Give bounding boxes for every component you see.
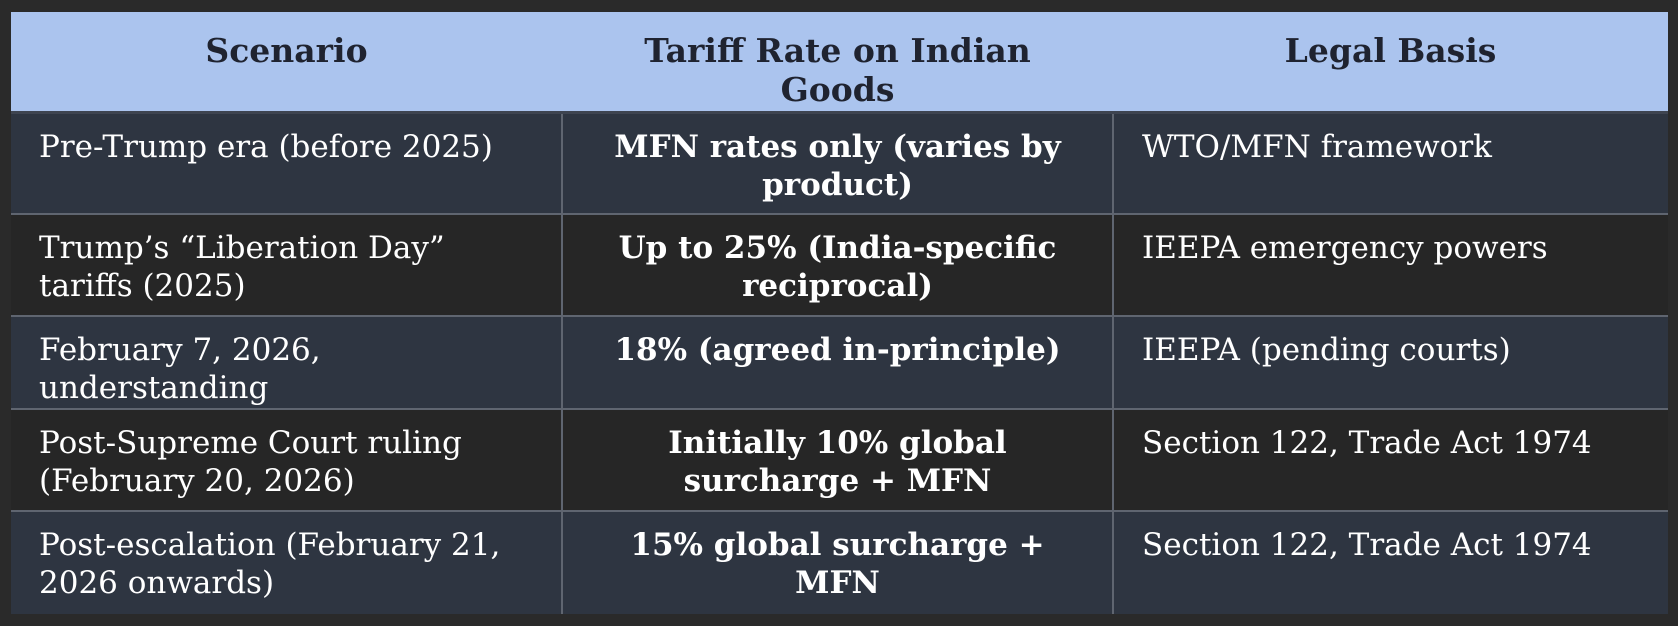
table-body: Pre-Trump era (before 2025) MFN rates on…: [11, 110, 1668, 614]
cell-scenario: Pre-Trump era (before 2025): [11, 110, 563, 216]
table-row: Pre-Trump era (before 2025) MFN rates on…: [11, 110, 1668, 216]
header-tariff-rate: Tariff Rate on Indian Goods: [562, 12, 1113, 114]
cell-legal-basis: IEEPA emergency powers: [1112, 213, 1668, 318]
table-header: Scenario Tariff Rate on Indian Goods Leg…: [11, 12, 1668, 114]
cell-tariff-rate: MFN rates only (varies by product): [561, 110, 1114, 216]
cell-legal-basis: WTO/MFN framework: [1112, 110, 1668, 216]
cell-legal-basis: IEEPA (pending courts): [1112, 315, 1668, 410]
cell-scenario: Post-Supreme Court ruling (February 20, …: [11, 407, 563, 512]
table-row: February 7, 2026, understanding 18% (agr…: [11, 315, 1668, 410]
header-scenario: Scenario: [11, 12, 562, 114]
header-row: Scenario Tariff Rate on Indian Goods Leg…: [11, 12, 1668, 114]
cell-legal-basis: Section 122, Trade Act 1974: [1112, 509, 1668, 614]
table-row: Post-escalation (February 21, 2026 onwar…: [11, 509, 1668, 614]
cell-tariff-rate: Initially 10% global surcharge + MFN: [561, 407, 1114, 512]
cell-scenario: February 7, 2026, understanding: [11, 315, 563, 410]
header-legal-basis: Legal Basis: [1113, 12, 1668, 114]
cell-tariff-rate: 15% global surcharge + MFN: [561, 509, 1114, 614]
cell-tariff-rate: Up to 25% (India-specific reciprocal): [561, 213, 1114, 318]
cell-scenario: Post-escalation (February 21, 2026 onwar…: [11, 509, 563, 614]
cell-legal-basis: Section 122, Trade Act 1974: [1112, 407, 1668, 512]
tariff-table-container: Scenario Tariff Rate on Indian Goods Leg…: [11, 12, 1668, 614]
tariff-table: Scenario Tariff Rate on Indian Goods Leg…: [11, 12, 1668, 614]
cell-scenario: Trump’s “Liberation Day” tariffs (2025): [11, 213, 563, 318]
table-row: Trump’s “Liberation Day” tariffs (2025) …: [11, 213, 1668, 318]
cell-tariff-rate: 18% (agreed in-principle): [561, 315, 1114, 410]
table-row: Post-Supreme Court ruling (February 20, …: [11, 407, 1668, 512]
